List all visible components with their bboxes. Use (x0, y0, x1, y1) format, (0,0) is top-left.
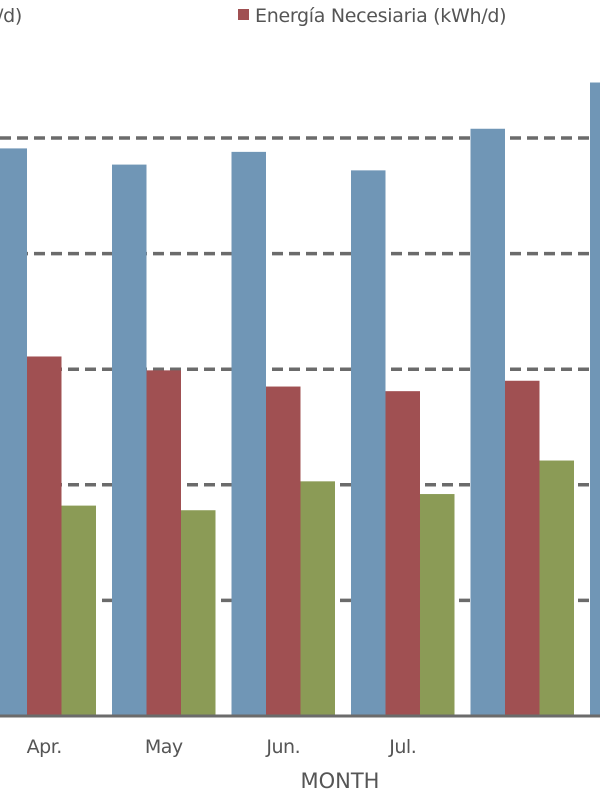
bar-may-series-2 (146, 370, 181, 716)
bar-cat4-series-2 (505, 380, 540, 716)
bar-apr-series-2 (27, 356, 62, 716)
x-tick-label: Jul. (388, 736, 416, 758)
x-tick-label: Jun. (265, 736, 300, 758)
legend: /d) Energía Necesiaria (kWh/d) (0, 5, 506, 27)
bar-jun-series-3 (300, 481, 335, 716)
bar-cat4-series-1 (470, 128, 505, 716)
legend-label-series-2: Energía Necesiaria (kWh/d) (255, 5, 506, 27)
x-tick-label: May (145, 736, 183, 758)
x-tick-label: Apr. (27, 736, 62, 758)
x-tick-labels: Apr. May Jun. Jul. (27, 736, 417, 758)
bar-apr-series-3 (61, 505, 96, 716)
bar-cat4-series-3 (539, 460, 574, 716)
bar-jul-series-2 (385, 391, 420, 716)
bar-apr-series-1 (0, 148, 27, 717)
bar-jun-series-2 (266, 386, 301, 716)
bar-jul-series-3 (420, 494, 455, 716)
bar-cat5-series-1 (590, 82, 600, 716)
legend-swatch-series-2 (238, 9, 249, 20)
bar-may-series-3 (181, 510, 216, 716)
x-axis-label: MONTH (301, 769, 380, 793)
bar-jun-series-1 (231, 151, 266, 716)
legend-label-series-1: /d) (0, 5, 22, 27)
bars (0, 82, 600, 717)
bar-jul-series-1 (351, 170, 386, 717)
bar-may-series-1 (112, 164, 147, 716)
